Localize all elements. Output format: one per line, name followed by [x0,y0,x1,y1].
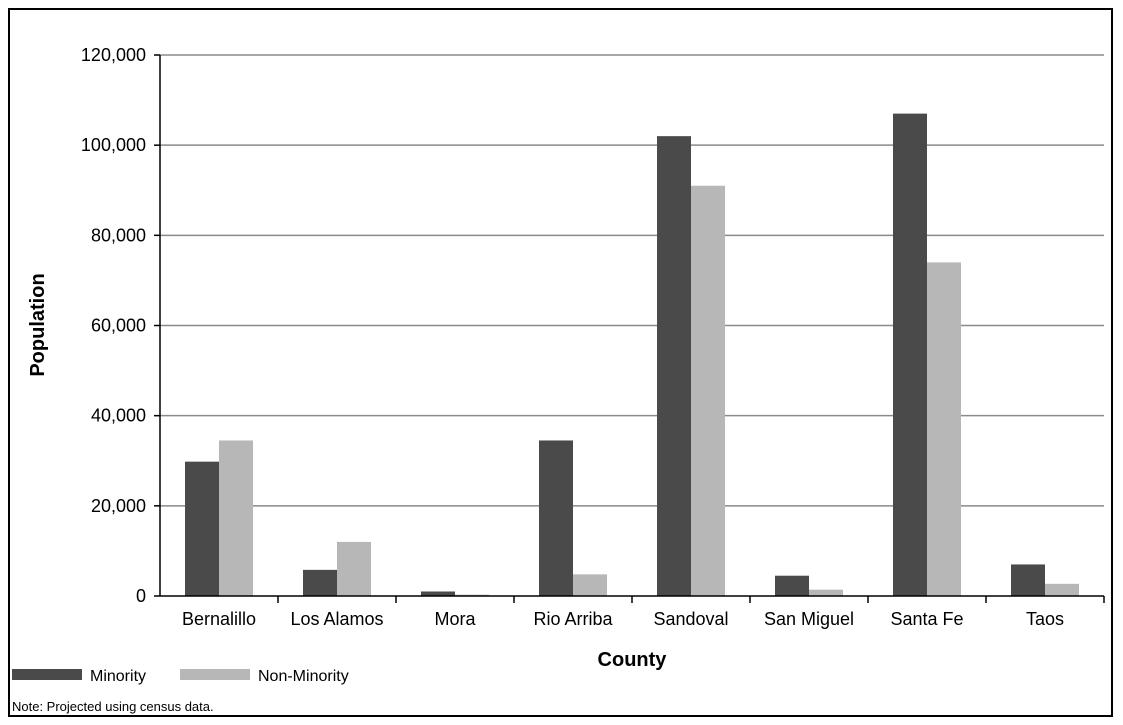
bar-non-minority-taos [1045,583,1079,596]
x-tick-label: Santa Fe [890,609,963,629]
x-tick-label: San Miguel [764,609,854,629]
bar-non-minority-bernalillo [219,440,253,596]
legend-swatch-minority [12,669,82,680]
y-tick-label: 120,000 [81,45,146,65]
y-tick-label: 80,000 [91,225,146,245]
bar-minority-taos [1011,564,1045,596]
bar-non-minority-san-miguel [809,589,843,596]
axes: 0 20,000 40,000 60,000 80,000 100,000 120,000 B… [81,45,1105,629]
y-tick-label: 0 [136,586,146,606]
bar-minority-santa-fe [893,113,927,596]
legend-label-minority: Minority [90,668,146,685]
y-axis-title: Population [27,273,49,376]
x-tick-label: Rio Arriba [533,609,613,629]
y-tick-label: 20,000 [91,496,146,516]
x-tick-label: Los Alamos [290,609,383,629]
legend: Minority Non-Minority [12,668,349,685]
bar-minority-mora [421,591,455,596]
bar-non-minority-los-alamos [337,541,371,596]
bars [185,113,1079,596]
bar-non-minority-rio-arriba [573,574,607,596]
gridlines [160,54,1104,507]
chart-frame [8,8,1113,717]
bar-non-minority-santa-fe [927,262,961,596]
bar-non-minority-sandoval [691,185,725,596]
x-tick-label: Sandoval [653,609,728,629]
x-axis-title: County [598,649,668,671]
footnote: Note: Projected using census data. [12,699,214,714]
legend-swatch-non-minority [180,669,250,680]
bar-minority-rio-arriba [539,440,573,596]
bar-minority-los-alamos [303,569,337,596]
x-tick-label: Bernalillo [182,609,256,629]
x-tick-label: Mora [434,609,476,629]
legend-label-non-minority: Non-Minority [258,668,349,685]
bar-minority-sandoval [657,136,691,596]
y-tick-label: 60,000 [91,316,146,336]
y-tick-label: 40,000 [91,406,146,426]
bar-minority-bernalillo [185,461,219,596]
bar-minority-san-miguel [775,575,809,596]
y-tick-label: 100,000 [81,135,146,155]
x-tick-label: Taos [1026,609,1064,629]
